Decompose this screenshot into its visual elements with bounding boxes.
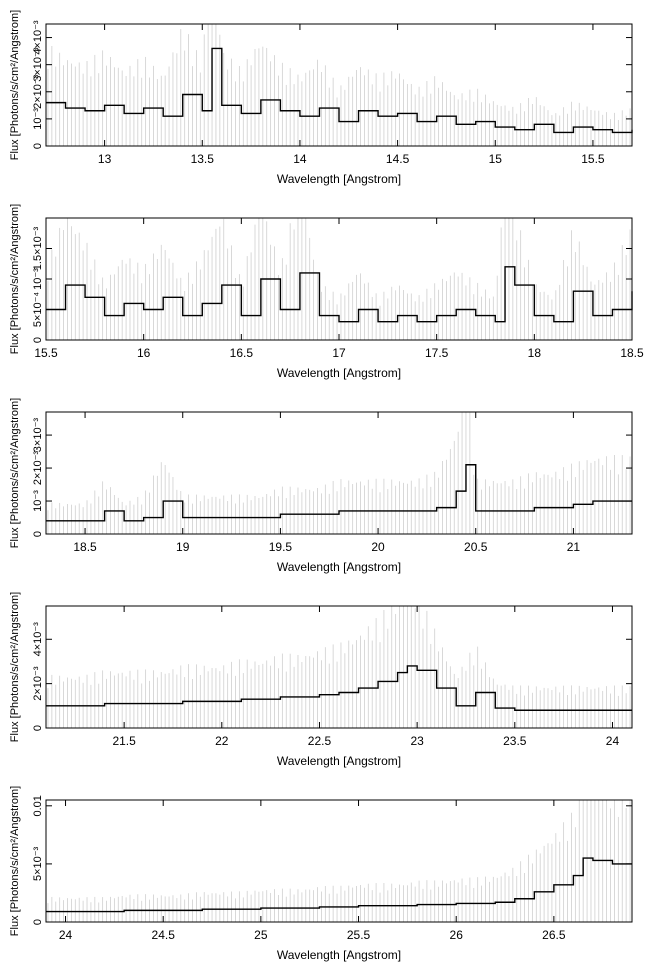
- x-tick-label: 24: [59, 928, 73, 942]
- y-tick-label: 0: [32, 337, 44, 343]
- x-tick-label: 21: [567, 540, 581, 554]
- spectrum-line: [46, 464, 632, 522]
- x-axis-label: Wavelength [Angstrom]: [277, 754, 401, 768]
- plot-frame: [45, 799, 633, 923]
- x-tick-label: 15: [489, 152, 503, 166]
- x-axis-label: Wavelength [Angstrom]: [277, 948, 401, 962]
- y-tick-label: 2×10⁻³: [32, 451, 44, 486]
- x-tick-label: 26: [450, 928, 464, 942]
- y-tick-label: 10⁻³: [32, 490, 44, 512]
- x-tick-label: 22: [215, 734, 229, 748]
- x-tick-label: 18: [528, 346, 542, 360]
- y-tick-label: 4×10⁻³: [32, 20, 44, 55]
- y-tick-label: 2×10⁻³: [32, 74, 44, 109]
- plot-frame: [45, 605, 633, 729]
- panel-5: 24 24.5 25 25.5 26 26.5 0 5×10⁻³ 0.01 Wavelength …: [9, 786, 633, 962]
- y-tick-label: 0: [32, 143, 44, 149]
- x-tick-label: 24: [606, 734, 620, 748]
- x-tick-label: 16.5: [230, 346, 254, 360]
- error-bars: [47, 24, 631, 146]
- panel-1: 13 13.5 14 14.5 15 15.5 0 10⁻³2×10⁻³3×10⁻³4×10⁻…: [9, 10, 633, 186]
- y-axis-label: Flux [Photons/s/cm²/Angstrom]: [9, 592, 21, 742]
- y-tick-label: 0: [32, 919, 44, 925]
- y-tick-label: 3×10⁻³: [32, 47, 44, 82]
- x-tick-label: 13: [98, 152, 112, 166]
- x-tick-label: 16: [137, 346, 151, 360]
- error-bars: [47, 412, 631, 534]
- y-tick-label: 5×10⁻⁴: [32, 292, 44, 328]
- panel-2: 15.5 16 16.5 17 17.5 18 18.5 0 5×10⁻⁴ 10⁻³1.5×10⁻…: [9, 204, 644, 380]
- y-tick-label: 10⁻³: [32, 108, 44, 130]
- x-tick-label: 23: [410, 734, 424, 748]
- y-axis-label: Flux [Photons/s/cm²/Angstrom]: [9, 204, 21, 354]
- x-tick-label: 17: [332, 346, 346, 360]
- y-axis-label: Flux [Photons/s/cm²/Angstrom]: [9, 10, 21, 160]
- y-tick-label: 4×10⁻³: [32, 622, 44, 657]
- x-tick-label: 20: [371, 540, 385, 554]
- x-tick-label: 20.5: [464, 540, 488, 554]
- x-tick-label: 19.5: [269, 540, 293, 554]
- x-axis-label: Wavelength [Angstrom]: [277, 172, 401, 186]
- spectrum-line: [46, 47, 633, 134]
- x-tick-label: 19: [176, 540, 190, 554]
- spectrum-line: [46, 665, 632, 711]
- plot-frame: [45, 23, 633, 147]
- x-tick-label: 22.5: [308, 734, 332, 748]
- y-tick-label: 0: [32, 725, 44, 731]
- x-axis-label: Wavelength [Angstrom]: [277, 560, 401, 574]
- error-bars: [47, 800, 631, 922]
- plot-frame: [45, 411, 633, 535]
- x-tick-label: 15.5: [581, 152, 605, 166]
- y-tick-label: 2×10⁻³: [32, 666, 44, 701]
- x-tick-label: 17.5: [425, 346, 449, 360]
- x-tick-label: 18.5: [620, 346, 644, 360]
- x-tick-label: 25: [254, 928, 268, 942]
- y-tick-label: 1.5×10⁻³: [32, 226, 44, 270]
- y-axis-label: Flux [Photons/s/cm²/Angstrom]: [9, 786, 21, 936]
- x-tick-label: 25.5: [347, 928, 371, 942]
- y-tick-label: 10⁻³: [32, 268, 44, 290]
- x-tick-label: 14.5: [386, 152, 410, 166]
- y-tick-label: 3×10⁻³: [32, 418, 44, 453]
- y-tick-label: 0.01: [32, 795, 44, 816]
- spectrum-line: [46, 266, 633, 323]
- y-tick-label: 5×10⁻³: [32, 846, 44, 881]
- x-tick-label: 15.5: [34, 346, 58, 360]
- x-tick-label: 14: [293, 152, 307, 166]
- x-tick-label: 21.5: [112, 734, 136, 748]
- x-tick-label: 18.5: [73, 540, 97, 554]
- panel-4: 21.5 22 22.5 23 23.5 24 0 2×10⁻³ 4×10⁻³ Wavelengt…: [9, 592, 633, 768]
- x-tick-label: 23.5: [503, 734, 527, 748]
- spectrum-line: [46, 857, 632, 913]
- x-axis-label: Wavelength [Angstrom]: [277, 366, 401, 380]
- x-tick-label: 26.5: [542, 928, 566, 942]
- y-axis-label: Flux [Photons/s/cm²/Angstrom]: [9, 398, 21, 548]
- panel-3: 18.5 19 19.5 20 20.5 21 0 10⁻³ 2×10⁻³3×10⁻³ Wavel…: [9, 398, 633, 574]
- x-tick-label: 13.5: [191, 152, 215, 166]
- y-tick-label: 0: [32, 531, 44, 537]
- x-tick-label: 24.5: [152, 928, 176, 942]
